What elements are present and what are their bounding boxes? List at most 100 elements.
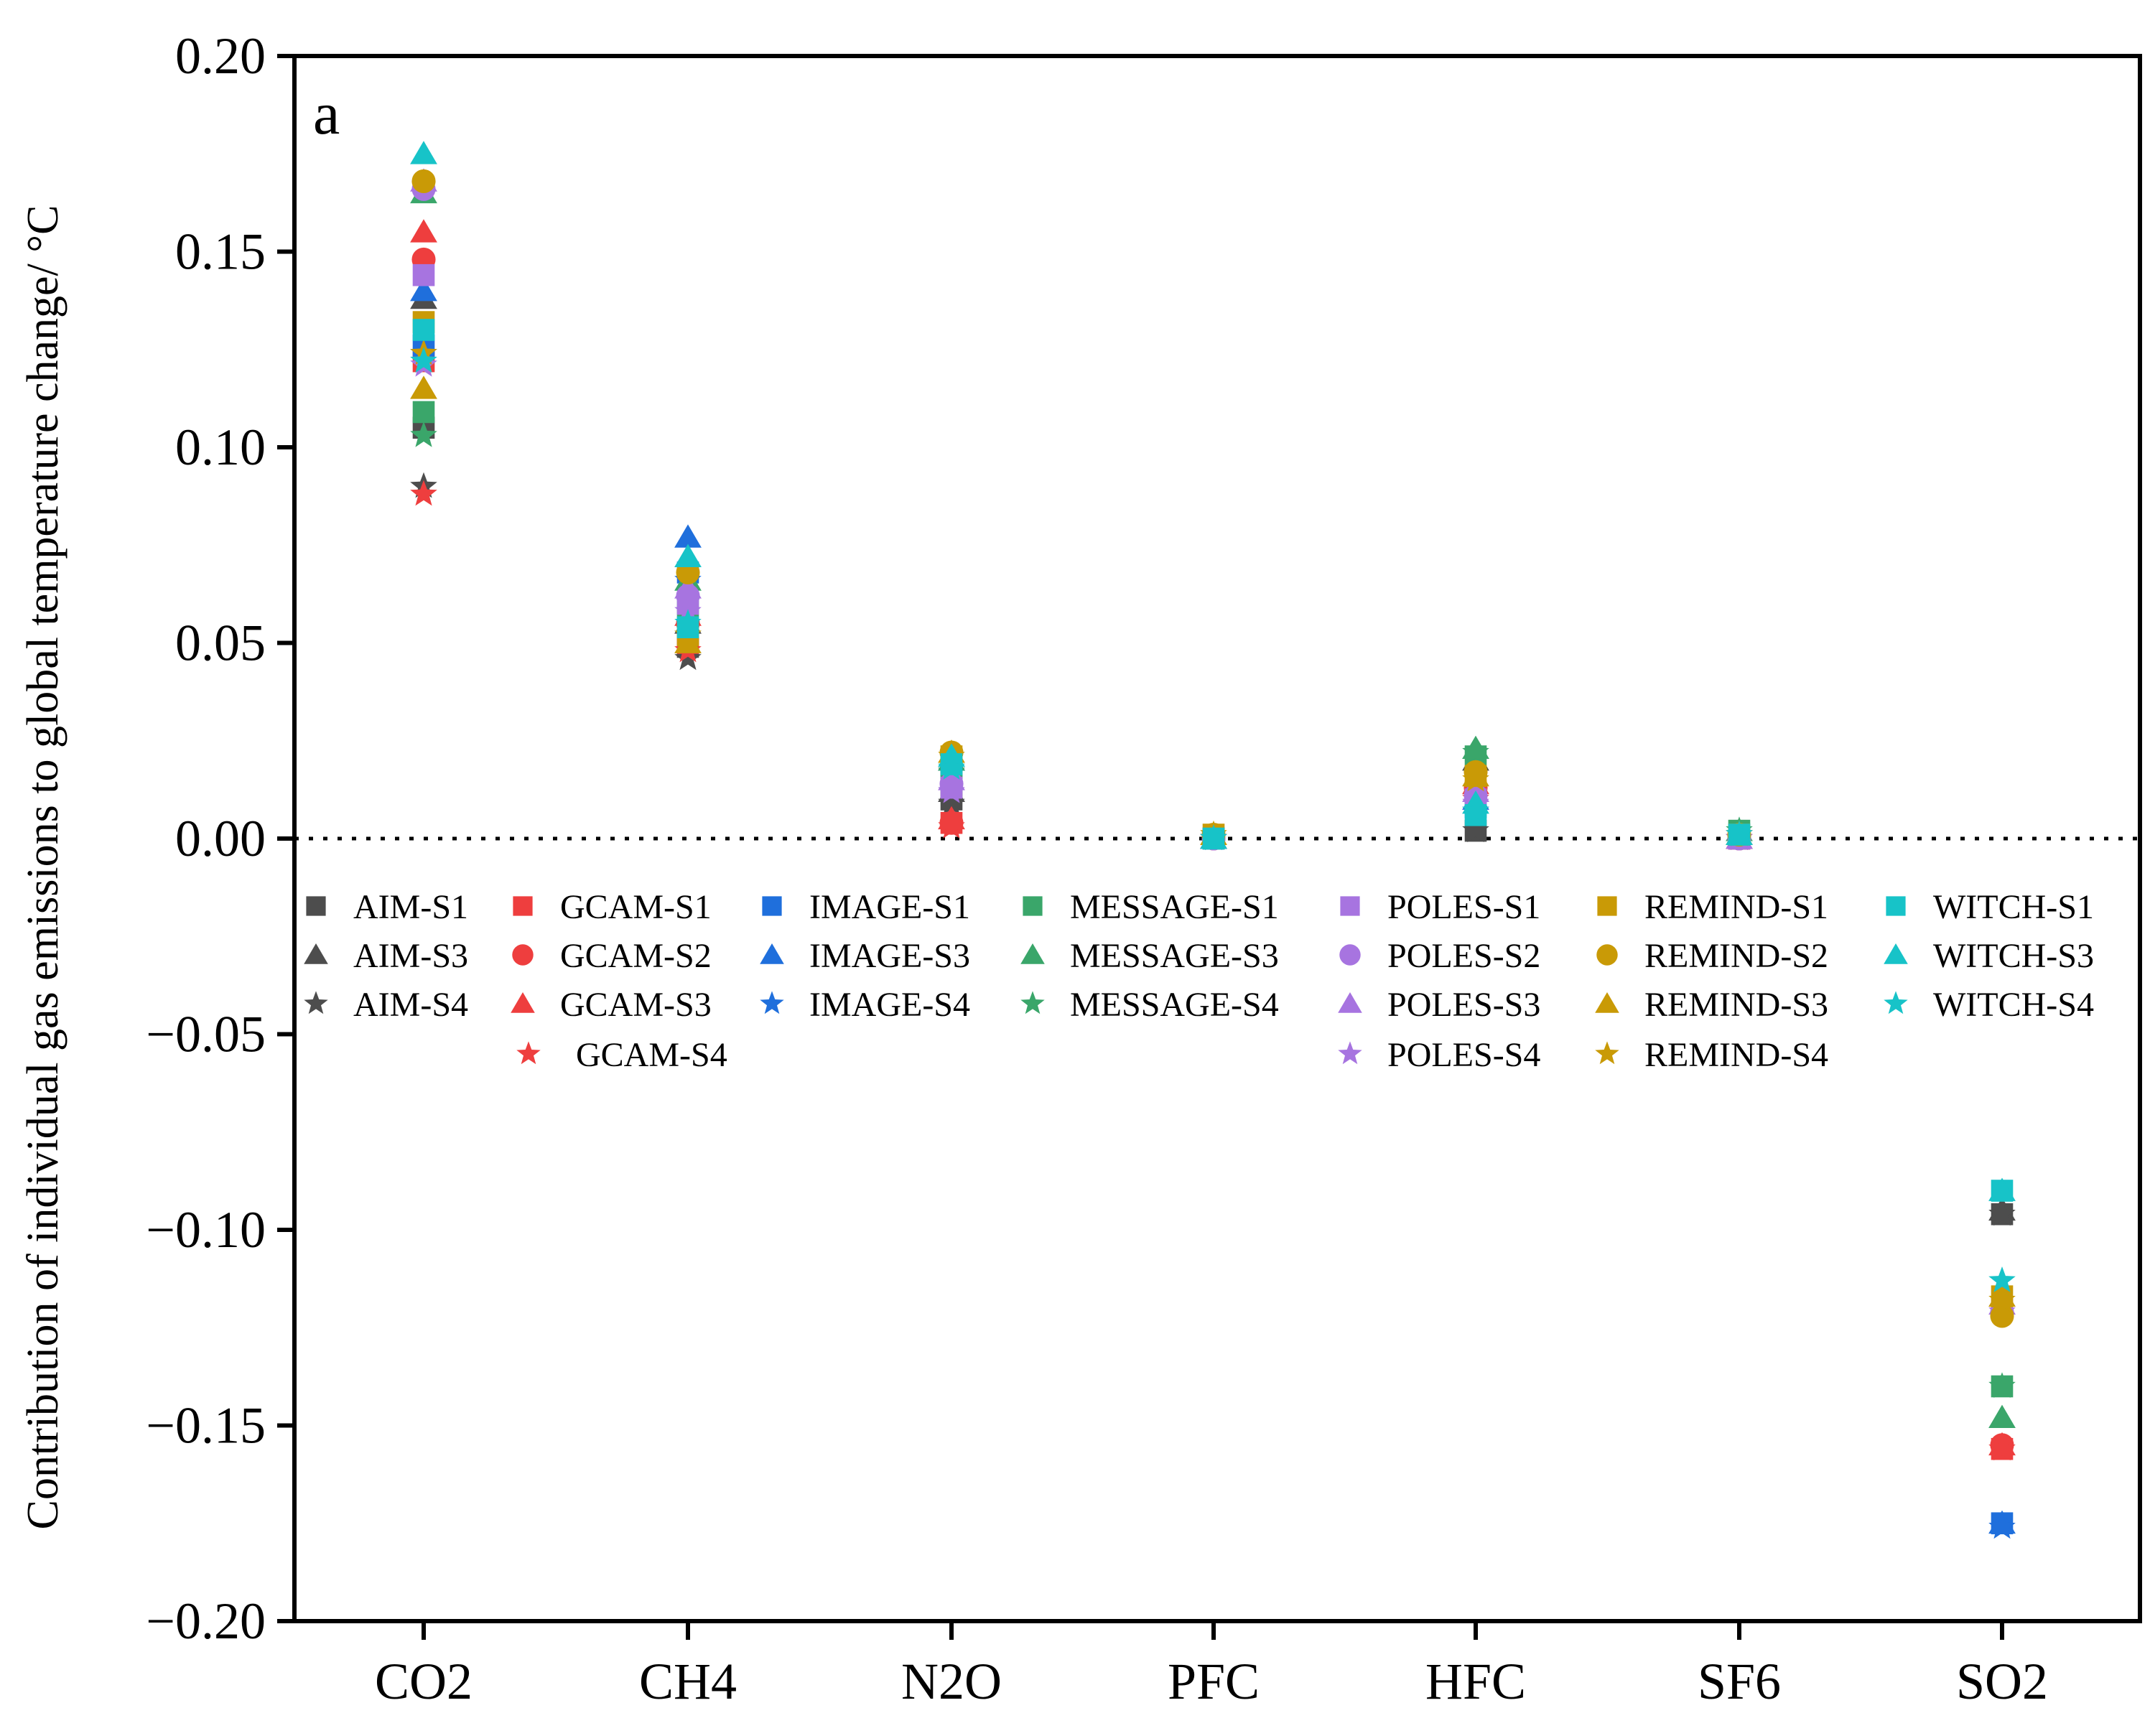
legend-marker-remind-s3 (1595, 992, 1619, 1013)
data-point-image-s4 (1988, 1513, 2016, 1539)
legend-label: MESSAGE-S4 (1070, 986, 1279, 1024)
legend-label: GCAM-S3 (560, 986, 712, 1024)
legend-label: WITCH-S1 (1933, 888, 2094, 926)
data-point-witch-s4 (1726, 820, 1753, 846)
legend-label: REMIND-S2 (1644, 937, 1828, 975)
x-tick-label: SO2 (1956, 1653, 2048, 1710)
legend-label: IMAGE-S4 (809, 986, 970, 1024)
data-point-witch-s4 (1988, 1266, 2016, 1292)
legend-label: AIM-S3 (353, 937, 468, 975)
data-point-message-s4 (1988, 1372, 2016, 1398)
legend: AIM-S1 AIM-S3 AIM-S4 GCAM-S1 GCAM-S2 GCAM-S3 G… (304, 888, 2094, 1074)
data-point-witch-s4 (938, 754, 965, 780)
y-tick-label: −0.05 (146, 1006, 266, 1063)
x-tick-label: N2O (901, 1653, 1002, 1710)
legend-item-remind-s4: REMIND-S4 (1595, 1036, 1828, 1074)
legend-item-message-s1: MESSAGE-S1 (1023, 888, 1279, 926)
legend-marker-aim-s3 (304, 943, 328, 964)
legend-label: MESSAGE-S1 (1070, 888, 1279, 926)
legend-item-aim-s4: AIM-S4 (304, 986, 468, 1024)
data-point-image-s3 (410, 278, 437, 302)
data-point-remind-s4 (1988, 1286, 2016, 1312)
y-tick-label: 0.15 (175, 223, 266, 281)
legend-marker-gcam-s3 (511, 992, 535, 1013)
legend-marker-gcam-s2 (512, 944, 534, 966)
legend-item-aim-s3: AIM-S3 (304, 937, 468, 975)
legend-item-witch-s4: WITCH-S4 (1884, 986, 2094, 1024)
x-tick-label: HFC (1425, 1653, 1526, 1710)
data-point-gcam-s4 (410, 480, 437, 506)
legend-label: POLES-S2 (1387, 937, 1540, 975)
legend-marker-image-s1 (762, 896, 782, 916)
legend-label: WITCH-S4 (1933, 986, 2094, 1024)
legend-label: AIM-S1 (353, 888, 468, 926)
data-point-remind-s3 (410, 375, 437, 399)
legend-label: GCAM-S4 (576, 1036, 727, 1074)
legend-marker-gcam-s4 (516, 1041, 541, 1065)
legend-marker-gcam-s1 (513, 896, 533, 916)
legend-item-remind-s1: REMIND-S1 (1597, 888, 1828, 926)
legend-item-remind-s3: REMIND-S3 (1595, 986, 1828, 1024)
legend-marker-remind-s4 (1595, 1041, 1619, 1065)
legend-item-poles-s3: POLES-S3 (1338, 986, 1540, 1024)
legend-label: MESSAGE-S3 (1070, 937, 1279, 975)
data-point-poles-s1 (412, 263, 435, 286)
legend-label: AIM-S4 (353, 986, 468, 1024)
data-point-witch-s1 (412, 319, 435, 341)
legend-item-message-s4: MESSAGE-S4 (1020, 986, 1279, 1024)
legend-label: POLES-S4 (1387, 1036, 1540, 1074)
data-point-witch-s4 (674, 609, 702, 635)
data-point-remind-s4 (1462, 765, 1489, 792)
legend-label: IMAGE-S3 (809, 937, 970, 975)
data-point-aim-s4 (674, 644, 702, 671)
legend-item-image-s3: IMAGE-S3 (760, 937, 970, 975)
y-tick-label: 0.00 (175, 810, 266, 867)
legend-marker-message-s1 (1023, 896, 1043, 916)
data-point-witch-s3 (674, 543, 702, 567)
legend-item-aim-s1: AIM-S1 (306, 888, 468, 926)
data-point-gcam-s4 (938, 812, 965, 839)
legend-label: GCAM-S1 (560, 888, 712, 926)
legend-marker-witch-s3 (1884, 943, 1908, 964)
data-point-poles-s3 (674, 575, 702, 599)
data-point-aim-s4 (1988, 1200, 2016, 1226)
data-point-remind-s2 (1990, 1304, 2014, 1328)
legend-label: IMAGE-S1 (809, 888, 970, 926)
legend-label: POLES-S1 (1387, 888, 1540, 926)
data-point-remind-s2 (411, 169, 436, 193)
data-points (410, 141, 2016, 1539)
data-point-message-s1 (412, 401, 435, 424)
y-tick-label: −0.20 (146, 1592, 266, 1650)
legend-item-poles-s2: POLES-S2 (1339, 937, 1540, 975)
legend-marker-image-s3 (760, 943, 784, 964)
data-point-aim-s4 (938, 789, 965, 815)
legend-item-remind-s2: REMIND-S2 (1596, 937, 1828, 975)
legend-item-gcam-s4: GCAM-S4 (516, 1036, 727, 1074)
legend-marker-image-s4 (760, 991, 784, 1014)
x-tick-label: PFC (1168, 1653, 1260, 1710)
y-tick-label: 0.20 (175, 27, 266, 85)
legend-marker-poles-s2 (1339, 944, 1361, 966)
legend-label: WITCH-S3 (1933, 937, 2094, 975)
legend-item-image-s4: IMAGE-S4 (760, 986, 970, 1024)
data-point-image-s3 (674, 524, 702, 548)
panel-label: a (313, 80, 340, 147)
data-point-message-s4 (410, 421, 437, 447)
legend-item-gcam-s2: GCAM-S2 (512, 937, 712, 975)
y-tick-label: 0.05 (175, 615, 266, 672)
legend-marker-witch-s4 (1884, 991, 1908, 1014)
legend-item-poles-s1: POLES-S1 (1340, 888, 1540, 926)
legend-marker-poles-s1 (1340, 896, 1360, 916)
legend-marker-remind-s1 (1597, 896, 1617, 916)
legend-marker-poles-s4 (1338, 1041, 1362, 1065)
y-tick-label: −0.10 (146, 1201, 266, 1259)
legend-label: POLES-S3 (1387, 986, 1540, 1024)
data-point-witch-s3 (1988, 1177, 2016, 1201)
data-point-remind-s3 (674, 630, 702, 653)
legend-item-gcam-s3: GCAM-S3 (511, 986, 712, 1024)
data-point-poles-s4 (938, 777, 965, 803)
data-point-witch-s4 (1462, 797, 1489, 823)
data-point-witch-s4 (410, 347, 437, 373)
data-point-message-s4 (1462, 738, 1489, 765)
